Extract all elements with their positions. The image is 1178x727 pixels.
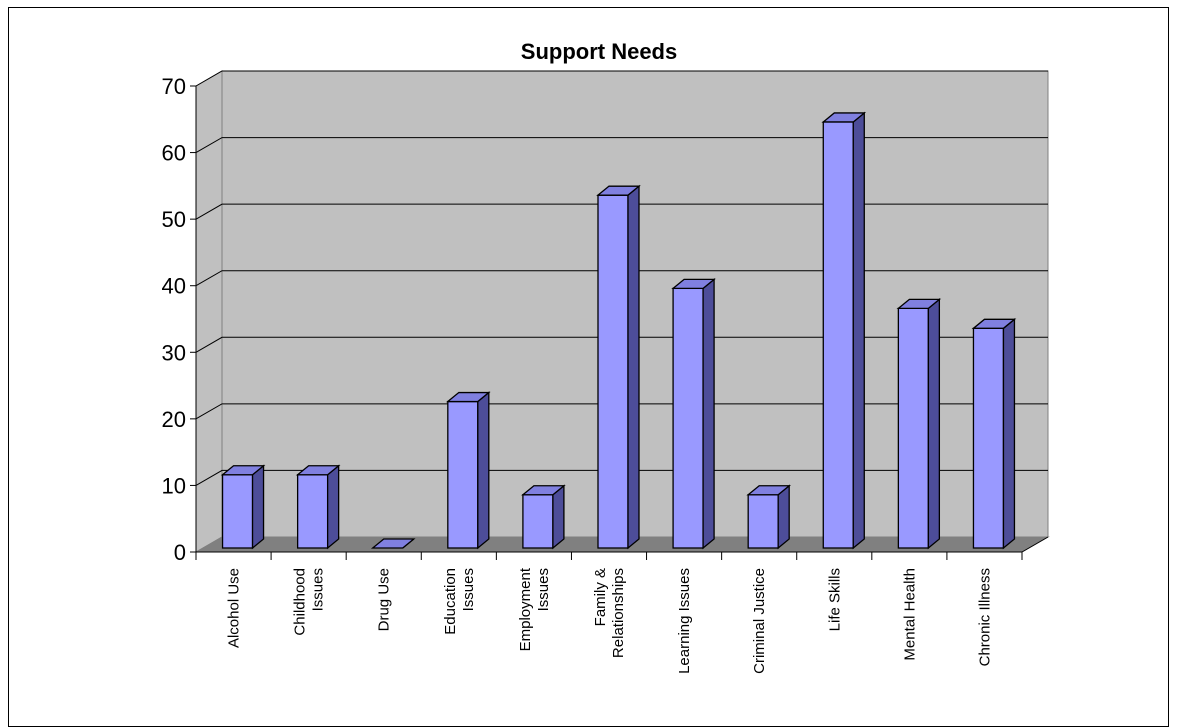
bar-top-2 (295, 465, 341, 476)
bar-9 (821, 111, 867, 550)
bar-side-1 (251, 464, 265, 550)
bar-top-4 (445, 391, 491, 403)
bar-front-8 (747, 494, 779, 549)
bar-front-5 (522, 494, 554, 549)
x-category-label-11-line-1: Chronic Illness (976, 568, 993, 666)
bar-7 (671, 277, 716, 550)
gridline-30 (195, 336, 1048, 353)
bar-front-11 (972, 327, 1005, 549)
x-category-label-7: Learning Issues (676, 568, 693, 674)
x-category-label-3-line-1: Drug Use (376, 568, 393, 631)
y-tick-label-50: 50 (162, 207, 186, 232)
x-category-label-10-line-1: Mental Health (901, 568, 918, 661)
bar-top-3 (370, 538, 416, 549)
x-category-label-1-line-1: Alcohol Use (226, 568, 243, 648)
bar-top-10 (896, 298, 942, 309)
x-category-label-1: Alcohol Use (226, 568, 243, 648)
x-category-label-6-line-2: Relationships (610, 568, 627, 658)
gridline-50 (195, 203, 1048, 220)
x-category-label-2: ChildhoodIssues (292, 568, 327, 636)
bar-11 (971, 317, 1017, 550)
x-category-label-2-line-2: Issues (310, 568, 327, 611)
x-category-label-5: EmploymentIssues (517, 567, 552, 651)
bar-side-5 (552, 484, 565, 550)
bar-2 (295, 464, 341, 550)
bar-6 (596, 184, 641, 550)
y-tick-label-40: 40 (162, 274, 186, 299)
x-category-label-4-line-2: Issues (460, 568, 477, 611)
bar-front-2 (296, 474, 329, 549)
x-axis: Alcohol Use ChildhoodIssues Drug Use Educat… (195, 536, 1049, 674)
x-category-label-9-line-1: Life Skills (826, 568, 843, 631)
bar-front-6 (597, 194, 629, 549)
x-category-label-8: Criminal Justice (751, 568, 768, 674)
y-tick-label-20: 20 (162, 407, 186, 432)
y-axis: 0 10 20 30 40 50 60 70 (162, 74, 197, 565)
x-category-label-5-line-2: Issues (535, 568, 552, 611)
bar-top-8 (746, 485, 792, 496)
bar-top-5 (521, 485, 566, 496)
bar-1 (220, 464, 266, 550)
gridline-70 (195, 70, 1048, 87)
bar-front-1 (221, 474, 254, 549)
bars (220, 111, 1017, 550)
bar-side-8 (777, 484, 790, 550)
x-category-label-2-line-1: Childhood (292, 568, 309, 636)
x-category-label-4-line-1: Education (442, 568, 459, 635)
bar-top-9 (821, 112, 867, 123)
bar-8 (746, 484, 792, 550)
x-category-label-3: Drug Use (376, 568, 393, 631)
floor-edge (1021, 536, 1049, 553)
x-category-label-4: EducationIssues (442, 568, 477, 635)
bar-top-7 (671, 278, 716, 290)
bar-3 (370, 538, 416, 549)
y-tick-label-10: 10 (162, 473, 186, 498)
x-category-label-6: Family &Relationships (592, 568, 627, 658)
y-tick-label-0: 0 (174, 540, 186, 565)
side-wall (195, 70, 223, 553)
gridline-40 (195, 270, 1048, 287)
x-category-label-9: Life Skills (826, 568, 843, 631)
bar-front-7 (672, 287, 704, 549)
bar-side-7 (702, 277, 715, 550)
bar-top-6 (596, 185, 641, 196)
gridline-20 (195, 403, 1048, 420)
gridline-10 (195, 469, 1048, 486)
bar-side-11 (1002, 317, 1016, 550)
bar-side-6 (627, 184, 640, 550)
chart-title: Support Needs (521, 39, 677, 64)
bar-side-4 (477, 391, 490, 550)
bar-front-4 (447, 400, 479, 549)
bar-10 (896, 297, 942, 550)
bar-4 (445, 391, 491, 550)
x-category-label-8-line-1: Criminal Justice (751, 568, 768, 674)
y-tick-label-30: 30 (162, 340, 186, 365)
bar-side-9 (852, 111, 865, 550)
bar-side-10 (927, 297, 941, 550)
y-tick-label-60: 60 (162, 141, 186, 166)
x-category-label-5-line-1: Employment (517, 567, 534, 651)
x-category-label-10: Mental Health (901, 568, 918, 661)
x-category-label-6-line-1: Family & (592, 568, 609, 626)
bar-front-9 (822, 121, 854, 549)
y-tick-label-70: 70 (162, 74, 186, 99)
bar-top-11 (971, 318, 1017, 329)
bar-side-2 (326, 464, 340, 550)
gridline-60 (195, 137, 1048, 154)
x-category-label-7-line-1: Learning Issues (676, 568, 693, 674)
bar-5 (521, 484, 566, 550)
bar-front-10 (897, 307, 930, 549)
bar-top-1 (220, 465, 266, 476)
gridlines (195, 70, 1048, 486)
x-category-label-11: Chronic Illness (976, 568, 993, 666)
